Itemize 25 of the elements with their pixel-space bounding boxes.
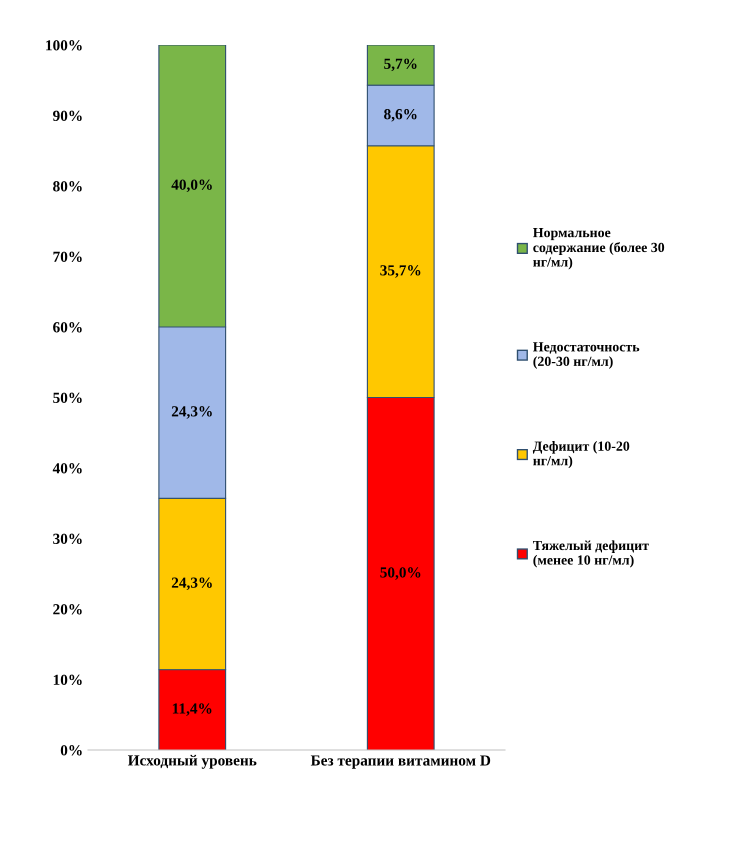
data-label: 40,0% (171, 180, 212, 192)
y-tick-label: 80% (53, 181, 82, 192)
y-tick-label: 100% (46, 40, 82, 50)
legend-label: Дефицит (10-20 нг/мл) (532, 441, 630, 468)
x-tick-label: Исходный уровень (128, 754, 256, 769)
x-tick-label: Без терапии витамином D (310, 755, 490, 769)
y-tick-label: 20% (53, 604, 82, 614)
y-tick-label: 30% (53, 534, 82, 544)
y-tick-label: 40% (52, 463, 82, 474)
data-label: 24,3% (172, 406, 212, 419)
legend-label: Тяжелый дефицит (менее 10 нг/мл) (532, 540, 649, 568)
data-label: 8,6% (384, 109, 417, 122)
y-tick-label: 0% (60, 745, 82, 756)
y-tick-label: 50% (53, 392, 82, 403)
y-tick-label: 10% (54, 674, 82, 685)
data-label: 50,0% (380, 567, 420, 580)
data-label: 11,4% (172, 703, 212, 716)
data-label: 24,3% (172, 577, 212, 590)
legend-label: Нормальное содержание (более 30 нг/мл) (533, 228, 664, 270)
y-tick-label: 90% (53, 110, 82, 121)
legend-label: Недостаточность (20-30 нг/мл) (533, 342, 640, 369)
y-tick-label: 60% (53, 322, 82, 332)
data-label: 35,7% (380, 265, 420, 278)
y-tick-label: 70% (53, 252, 82, 262)
data-label: 5,7% (384, 58, 417, 72)
